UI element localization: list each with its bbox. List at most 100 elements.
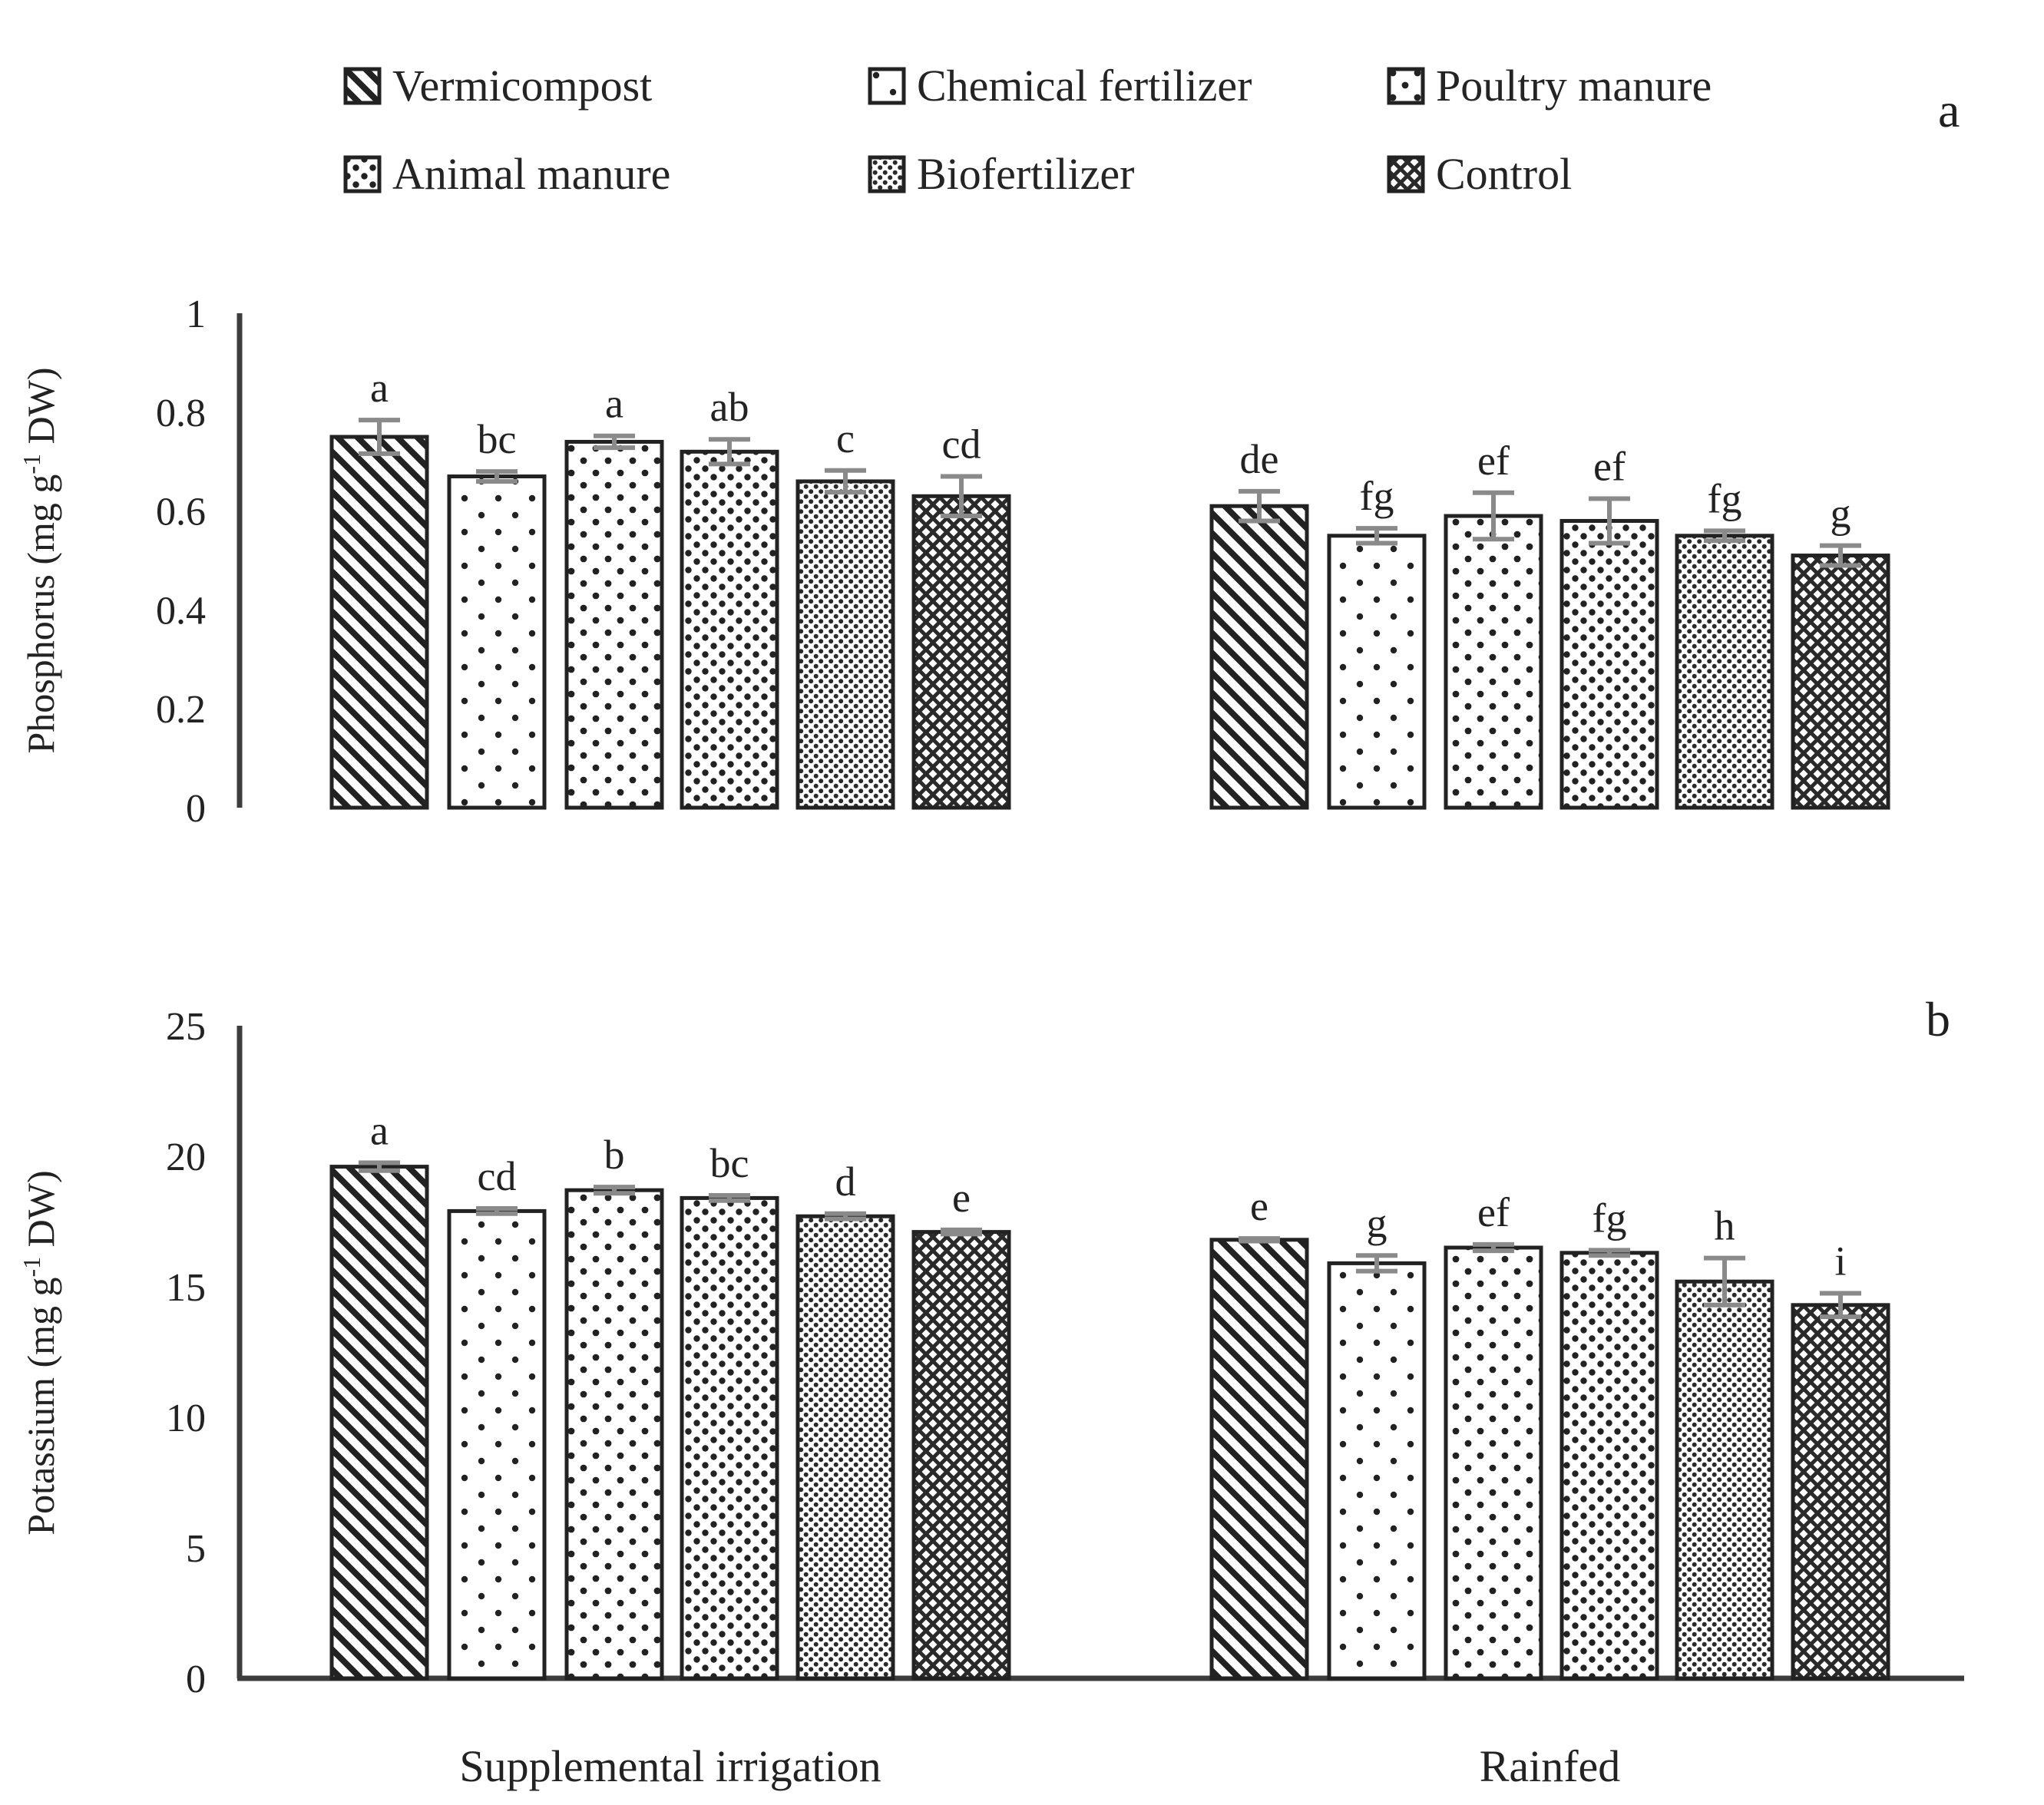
significance-letter: i bbox=[1834, 1238, 1846, 1284]
significance-letter: a bbox=[605, 381, 623, 427]
bar-chemical-fertilizer-supplemental-irrigation bbox=[447, 474, 547, 810]
animal-manure-swatch-icon bbox=[343, 155, 382, 193]
error-bar-chemical-fertilizer-supplemental-irrigation bbox=[476, 1206, 518, 1216]
significance-letter: fg bbox=[1360, 473, 1394, 519]
significance-letter: d bbox=[835, 1159, 856, 1205]
bar-vermicompost-rainfed bbox=[1209, 504, 1309, 810]
group-label-rainfed: Rainfed bbox=[1480, 1741, 1621, 1791]
bar-animal-manure-supplemental-irrigation bbox=[680, 449, 779, 810]
y-tick-label: 0 bbox=[186, 787, 206, 831]
significance-letter: a bbox=[370, 365, 389, 411]
error-bar-vermicompost-rainfed bbox=[1239, 488, 1280, 524]
bar-control-supplemental-irrigation bbox=[911, 1230, 1011, 1681]
bar-biofertilizer-rainfed bbox=[1675, 534, 1774, 810]
bar-biofertilizer-supplemental-irrigation bbox=[795, 479, 895, 810]
bar-poultry-manure-rainfed bbox=[1444, 1245, 1543, 1681]
y-tick-label: 0.8 bbox=[156, 392, 206, 435]
legend-label: Poultry manure bbox=[1436, 61, 1712, 111]
error-bar-vermicompost-supplemental-irrigation bbox=[359, 418, 400, 456]
y-tick-label: 15 bbox=[166, 1266, 206, 1310]
vermicompost-swatch-icon bbox=[343, 67, 382, 105]
significance-letter: g bbox=[1831, 491, 1851, 537]
significance-letter: de bbox=[1240, 436, 1279, 482]
error-bar-vermicompost-supplemental-irrigation bbox=[359, 1160, 400, 1173]
y-tick-label: 1 bbox=[186, 293, 206, 336]
significance-letter: ef bbox=[1593, 444, 1626, 490]
legend-label: Biofertilizer bbox=[917, 149, 1135, 199]
bar-chemical-fertilizer-rainfed bbox=[1327, 1261, 1427, 1681]
error-bar-animal-manure-supplemental-irrigation bbox=[709, 437, 750, 467]
error-bar-control-supplemental-irrigation bbox=[941, 474, 982, 519]
y-tick-label: 0 bbox=[186, 1658, 206, 1701]
error-bar-chemical-fertilizer-rainfed bbox=[1356, 526, 1397, 546]
panel-label-a: a bbox=[1938, 83, 1960, 137]
y-tick-label: 10 bbox=[166, 1397, 206, 1440]
panel-label-b: b bbox=[1926, 992, 1950, 1046]
error-bar-animal-manure-rainfed bbox=[1589, 1248, 1630, 1258]
legend-item-chemical-fertilizer: Chemical fertilizer bbox=[868, 64, 1252, 108]
legend-item-vermicompost: Vermicompost bbox=[343, 64, 652, 108]
y-tick-label: 20 bbox=[166, 1136, 206, 1179]
error-bar-control-supplemental-irrigation bbox=[941, 1227, 982, 1237]
group-label-supplemental-irrigation: Supplemental irrigation bbox=[459, 1741, 881, 1791]
bar-biofertilizer-rainfed bbox=[1675, 1279, 1774, 1681]
significance-letter: bc bbox=[478, 416, 517, 462]
significance-letter: bc bbox=[710, 1140, 749, 1186]
significance-letter: ef bbox=[1477, 438, 1510, 484]
significance-letter: a bbox=[370, 1108, 389, 1154]
error-bar-control-rainfed bbox=[1820, 543, 1861, 568]
legend-item-animal-manure: Animal manure bbox=[343, 152, 670, 197]
bar-poultry-manure-supplemental-irrigation bbox=[564, 439, 664, 810]
error-bar-control-rainfed bbox=[1820, 1291, 1861, 1320]
error-bar-poultry-manure-supplemental-irrigation bbox=[594, 1185, 635, 1196]
bar-animal-manure-rainfed bbox=[1559, 1251, 1659, 1681]
bar-vermicompost-supplemental-irrigation bbox=[329, 1165, 429, 1681]
bar-vermicompost-supplemental-irrigation bbox=[329, 435, 429, 810]
significance-letter: cd bbox=[478, 1153, 517, 1199]
error-bar-poultry-manure-rainfed bbox=[1473, 1241, 1514, 1254]
y-tick-label: 0.6 bbox=[156, 491, 206, 534]
bar-poultry-manure-rainfed bbox=[1444, 514, 1543, 810]
y-tick-label: 0.4 bbox=[156, 589, 206, 633]
potassium-bar-chart: 0 5 10 15 20 25 Potassium (mg g-1 DW) a cd b bc d e S… bbox=[18, 1005, 1964, 1791]
legend-item-biofertilizer: Biofertilizer bbox=[868, 152, 1134, 197]
legend-label: Control bbox=[1436, 149, 1573, 199]
significance-letter: g bbox=[1367, 1200, 1387, 1246]
significance-letter: ef bbox=[1477, 1189, 1510, 1235]
error-bar-biofertilizer-rainfed bbox=[1704, 528, 1745, 544]
bar-animal-manure-supplemental-irrigation bbox=[680, 1195, 779, 1681]
control-swatch-icon bbox=[1387, 155, 1425, 193]
error-bar-poultry-manure-supplemental-irrigation bbox=[594, 433, 635, 451]
bar-control-rainfed bbox=[1791, 554, 1890, 810]
bar-chemical-fertilizer-supplemental-irrigation bbox=[447, 1208, 547, 1681]
error-bar-biofertilizer-rainfed bbox=[1704, 1255, 1745, 1307]
significance-letter: h bbox=[1715, 1203, 1735, 1249]
error-bar-animal-manure-rainfed bbox=[1589, 496, 1630, 546]
error-bar-chemical-fertilizer-supplemental-irrigation bbox=[476, 469, 518, 484]
error-bar-biofertilizer-supplemental-irrigation bbox=[825, 1211, 866, 1222]
y-axis-title: Phosphorus (mg g-1 DW) bbox=[18, 367, 62, 753]
significance-letter: fg bbox=[1593, 1195, 1627, 1241]
significance-letter: e bbox=[952, 1175, 971, 1221]
bar-chemical-fertilizer-rainfed bbox=[1327, 534, 1427, 810]
bar-animal-manure-rainfed bbox=[1559, 518, 1659, 810]
biofertilizer-swatch-icon bbox=[868, 155, 906, 193]
significance-letter: e bbox=[1250, 1183, 1268, 1229]
error-bar-biofertilizer-supplemental-irrigation bbox=[825, 468, 866, 495]
significance-letter: c bbox=[836, 415, 855, 461]
bar-control-rainfed bbox=[1791, 1303, 1890, 1681]
y-tick-label: 25 bbox=[166, 1005, 206, 1049]
y-tick-label: 0.2 bbox=[156, 688, 206, 732]
legend-item-control: Control bbox=[1387, 152, 1572, 197]
significance-letter: fg bbox=[1708, 475, 1742, 521]
significance-letter: ab bbox=[710, 384, 749, 430]
bar-control-supplemental-irrigation bbox=[911, 494, 1011, 810]
chemical-fertilizer-swatch-icon bbox=[868, 67, 906, 105]
bar-vermicompost-rainfed bbox=[1209, 1238, 1309, 1681]
legend-label: Chemical fertilizer bbox=[917, 61, 1252, 111]
bar-biofertilizer-supplemental-irrigation bbox=[795, 1214, 895, 1681]
error-bar-chemical-fertilizer-rainfed bbox=[1356, 1253, 1397, 1274]
legend-label: Vermicompost bbox=[392, 61, 653, 111]
